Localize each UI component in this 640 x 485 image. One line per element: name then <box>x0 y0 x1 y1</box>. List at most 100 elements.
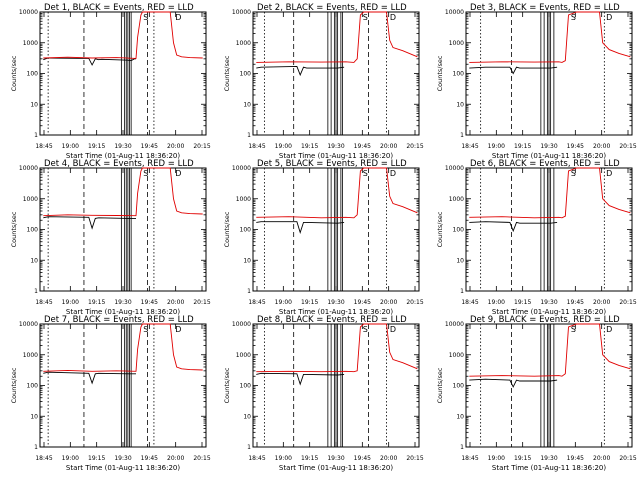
x-tick-label: 19:30 <box>327 143 344 150</box>
time-marker-label: D <box>175 325 181 334</box>
series-events-line <box>469 378 558 388</box>
y-tick-label: 10000 <box>19 9 38 16</box>
plot-frame <box>39 11 207 136</box>
panel-title: Det 2, BLACK = Events, RED = LLD <box>257 3 407 13</box>
y-tick-label: 1 <box>460 444 464 451</box>
series-lld-line <box>256 11 418 63</box>
y-tick-label: 10000 <box>232 165 251 172</box>
x-tick-label: 19:00 <box>275 299 292 306</box>
x-tick-label: 20:15 <box>619 455 636 462</box>
time-marker-label: S <box>143 13 148 22</box>
x-axis-label: Start Time (01-Aug-11 18:36:20) <box>279 152 393 160</box>
time-marker-label: S <box>143 325 148 334</box>
time-marker-label: S <box>143 169 148 178</box>
y-tick-label: 10 <box>30 257 38 264</box>
panel-title: Det 8, BLACK = Events, RED = LLD <box>257 315 407 325</box>
x-tick-label: 19:45 <box>567 299 584 306</box>
time-marker-label: D <box>606 169 612 178</box>
x-tick-label: 20:00 <box>167 455 184 462</box>
x-tick-label: 19:15 <box>514 143 531 150</box>
y-tick-label: 10000 <box>445 165 464 172</box>
y-tick-label: 10000 <box>445 321 464 328</box>
x-tick-label: 19:15 <box>88 143 105 150</box>
y-tick-label: 10 <box>456 101 464 108</box>
x-tick-label: 19:30 <box>540 455 557 462</box>
y-tick-label: 100 <box>240 383 252 390</box>
x-axis-label: Start Time (01-Aug-11 18:36:20) <box>492 308 606 316</box>
time-marker-label: D <box>175 169 181 178</box>
x-tick-label: 19:15 <box>514 299 531 306</box>
series-lld-line <box>469 323 631 377</box>
x-tick-label: 19:45 <box>354 455 371 462</box>
y-tick-label: 10 <box>456 257 464 264</box>
y-tick-label: 10 <box>243 413 251 420</box>
y-axis-label: Counts/sec <box>436 367 444 403</box>
series-lld-line <box>43 167 203 217</box>
panel-title: Det 5, BLACK = Events, RED = LLD <box>257 159 407 169</box>
series-lld-line <box>43 323 203 372</box>
time-marker-label: D <box>390 169 396 178</box>
y-tick-label: 10000 <box>19 165 38 172</box>
series-events-line <box>256 372 345 386</box>
y-tick-label: 100 <box>453 383 465 390</box>
detector-panel: Det 3, BLACK = Events, RED = LLD 1 10 100 10… <box>436 3 637 160</box>
detector-panel: Det 8, BLACK = Events, RED = LLD 1 10 100 10… <box>223 315 424 472</box>
y-axis-label: Counts/sec <box>10 55 18 91</box>
x-tick-label: 18:45 <box>248 299 265 306</box>
x-tick-label: 19:45 <box>141 299 158 306</box>
y-tick-label: 100 <box>240 71 252 78</box>
x-tick-label: 18:45 <box>35 455 52 462</box>
x-tick-label: 19:00 <box>62 143 79 150</box>
detector-panel: Det 7, BLACK = Events, RED = LLD 1 10 100 10… <box>10 315 211 472</box>
panel-title: Det 3, BLACK = Events, RED = LLD <box>470 3 620 13</box>
x-tick-label: 19:45 <box>354 299 371 306</box>
detector-panel: Det 2, BLACK = Events, RED = LLD 1 10 100 10… <box>223 3 424 160</box>
x-tick-label: 19:30 <box>114 143 131 150</box>
x-tick-label: 19:30 <box>327 455 344 462</box>
time-marker-label: D <box>606 13 612 22</box>
series-events-line <box>43 371 136 385</box>
x-tick-label: 19:15 <box>301 299 318 306</box>
plot-frame <box>39 167 207 292</box>
x-tick-label: 19:15 <box>88 455 105 462</box>
y-tick-label: 10000 <box>445 9 464 16</box>
series-lld-line <box>469 167 631 219</box>
y-tick-label: 1 <box>247 444 251 451</box>
y-tick-label: 1 <box>247 132 251 139</box>
y-axis-label: Counts/sec <box>436 55 444 91</box>
series-lld-line <box>256 323 418 373</box>
time-marker-label: D <box>390 13 396 22</box>
y-tick-label: 100 <box>27 383 39 390</box>
plot-frame <box>39 323 207 448</box>
x-axis-label: Start Time (01-Aug-11 18:36:20) <box>66 308 180 316</box>
x-axis-label: Start Time (01-Aug-11 18:36:20) <box>279 464 393 472</box>
y-axis-label: Counts/sec <box>223 367 231 403</box>
y-tick-label: 10 <box>30 413 38 420</box>
series-events-line <box>43 57 136 66</box>
x-tick-label: 19:45 <box>354 143 371 150</box>
x-axis-label: Start Time (01-Aug-11 18:36:20) <box>279 308 393 316</box>
y-tick-label: 1000 <box>236 352 251 359</box>
y-tick-label: 1000 <box>23 196 38 203</box>
x-tick-label: 20:15 <box>193 143 210 150</box>
x-tick-label: 19:00 <box>488 143 505 150</box>
x-tick-label: 19:15 <box>301 143 318 150</box>
x-tick-label: 20:15 <box>619 143 636 150</box>
y-tick-label: 10 <box>243 101 251 108</box>
x-tick-label: 19:15 <box>301 455 318 462</box>
y-tick-label: 1000 <box>449 352 464 359</box>
y-axis-label: Counts/sec <box>10 211 18 247</box>
y-tick-label: 100 <box>453 71 465 78</box>
series-events-line <box>256 221 345 234</box>
x-tick-label: 19:30 <box>114 299 131 306</box>
y-tick-label: 1000 <box>449 196 464 203</box>
series-lld-line <box>256 167 418 219</box>
x-axis-label: Start Time (01-Aug-11 18:36:20) <box>492 152 606 160</box>
y-tick-label: 1000 <box>23 40 38 47</box>
y-tick-label: 10 <box>30 101 38 108</box>
y-tick-label: 1 <box>247 288 251 295</box>
x-tick-label: 20:00 <box>380 455 397 462</box>
x-tick-label: 20:00 <box>380 143 397 150</box>
time-marker-label: D <box>606 325 612 334</box>
